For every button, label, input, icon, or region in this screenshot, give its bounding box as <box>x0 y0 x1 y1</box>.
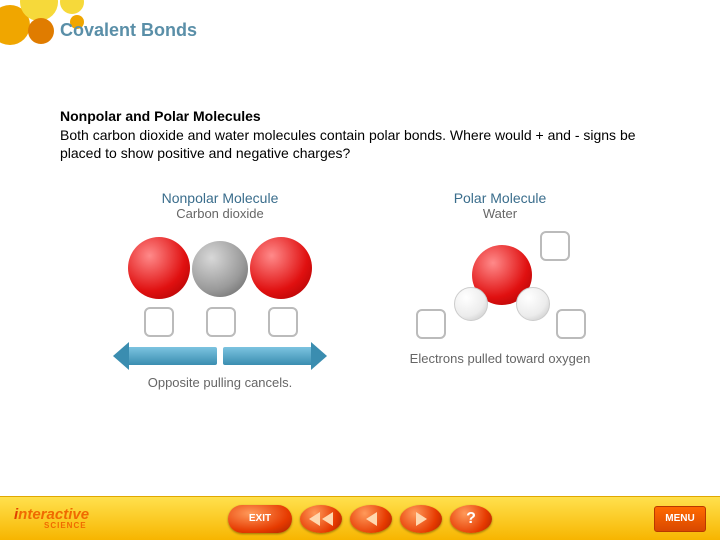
arrow-left-icon <box>127 347 217 365</box>
subheading: Nonpolar and Polar Molecules <box>60 108 660 124</box>
next-icon <box>416 512 427 526</box>
nonpolar-subtitle: Carbon dioxide <box>176 206 263 221</box>
hydrogen-atom <box>454 287 488 321</box>
charge-box[interactable] <box>540 231 570 261</box>
arrow-right-icon <box>223 347 313 365</box>
charge-box[interactable] <box>556 309 586 339</box>
first-icon <box>309 512 320 526</box>
logo: interactive SCIENCE <box>14 507 89 530</box>
charge-box[interactable] <box>268 307 298 337</box>
polar-subtitle: Water <box>483 206 517 221</box>
nav-bar: interactive SCIENCE EXIT ? MENU <box>0 496 720 540</box>
first-icon <box>322 512 333 526</box>
diagram-area: Nonpolar Molecule Carbon dioxide Opposit… <box>100 190 620 390</box>
logo-sub: SCIENCE <box>44 522 89 530</box>
decor-dot <box>28 18 54 44</box>
diagram-nonpolar: Nonpolar Molecule Carbon dioxide Opposit… <box>100 190 340 390</box>
polar-caption: Electrons pulled toward oxygen <box>410 351 591 366</box>
charge-box[interactable] <box>416 309 446 339</box>
prev-icon <box>366 512 377 526</box>
charge-box[interactable] <box>206 307 236 337</box>
opposite-arrows <box>127 347 313 365</box>
carbon-atom <box>192 241 248 297</box>
help-button[interactable]: ? <box>450 505 492 533</box>
first-button[interactable] <box>300 505 342 533</box>
prev-button[interactable] <box>350 505 392 533</box>
oxygen-atom <box>128 237 190 299</box>
hydrogen-atom <box>516 287 550 321</box>
polar-title: Polar Molecule <box>454 190 547 206</box>
diagram-polar: Polar Molecule Water Electrons pulled to… <box>380 190 620 390</box>
oxygen-atom <box>250 237 312 299</box>
nav-center: EXIT ? <box>228 505 492 533</box>
section-title: Covalent Bonds <box>60 20 197 41</box>
menu-button[interactable]: MENU <box>654 506 706 532</box>
co2-molecule <box>100 231 340 341</box>
next-button[interactable] <box>400 505 442 533</box>
body-text: Both carbon dioxide and water molecules … <box>60 126 660 162</box>
decor-dot <box>60 0 84 14</box>
charge-box[interactable] <box>144 307 174 337</box>
exit-button[interactable]: EXIT <box>228 505 292 533</box>
h2o-molecule <box>380 231 620 341</box>
logo-text: interactive <box>14 507 89 522</box>
nonpolar-caption: Opposite pulling cancels. <box>148 375 293 390</box>
content-block: Nonpolar and Polar Molecules Both carbon… <box>60 108 660 162</box>
nonpolar-title: Nonpolar Molecule <box>162 190 279 206</box>
